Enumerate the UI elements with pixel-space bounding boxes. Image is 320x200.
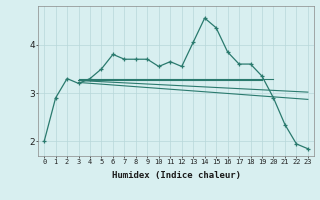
X-axis label: Humidex (Indice chaleur): Humidex (Indice chaleur): [111, 171, 241, 180]
